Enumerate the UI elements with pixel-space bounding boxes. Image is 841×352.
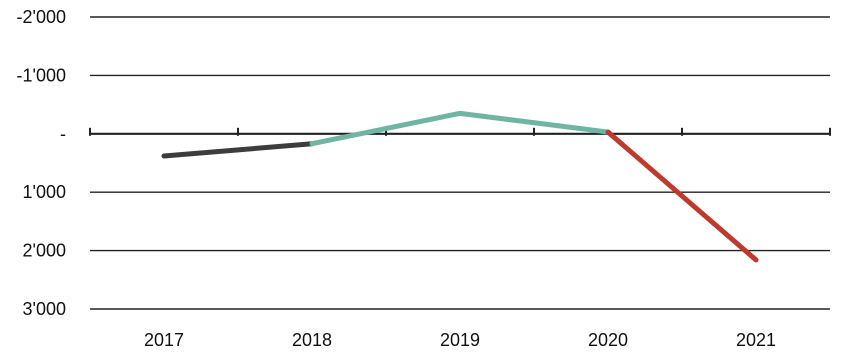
series-line-segment [161,141,315,159]
y-tick-label: -2'000 [17,7,66,27]
data-series [161,110,759,263]
x-tick-label: 2018 [292,330,332,350]
y-tick-label: -1'000 [17,65,66,85]
series-line-segment [605,129,759,263]
series-line-segment [457,110,611,135]
x-tick-label: 2017 [144,330,184,350]
x-tick-label: 2019 [440,330,480,350]
y-tick-label: 1'000 [23,182,66,202]
y-tick-label: 2'000 [23,241,66,261]
x-tick-label: 2021 [736,330,776,350]
series-line-segment [309,110,463,147]
x-tick-label: 2020 [588,330,628,350]
y-tick-label: - [60,124,66,144]
x-axis-tick-labels: 2017 2018 2019 2020 2021 [144,330,776,350]
x-axis [89,127,831,136]
grid-lines [90,16,830,310]
y-tick-label: 3'000 [23,299,66,319]
